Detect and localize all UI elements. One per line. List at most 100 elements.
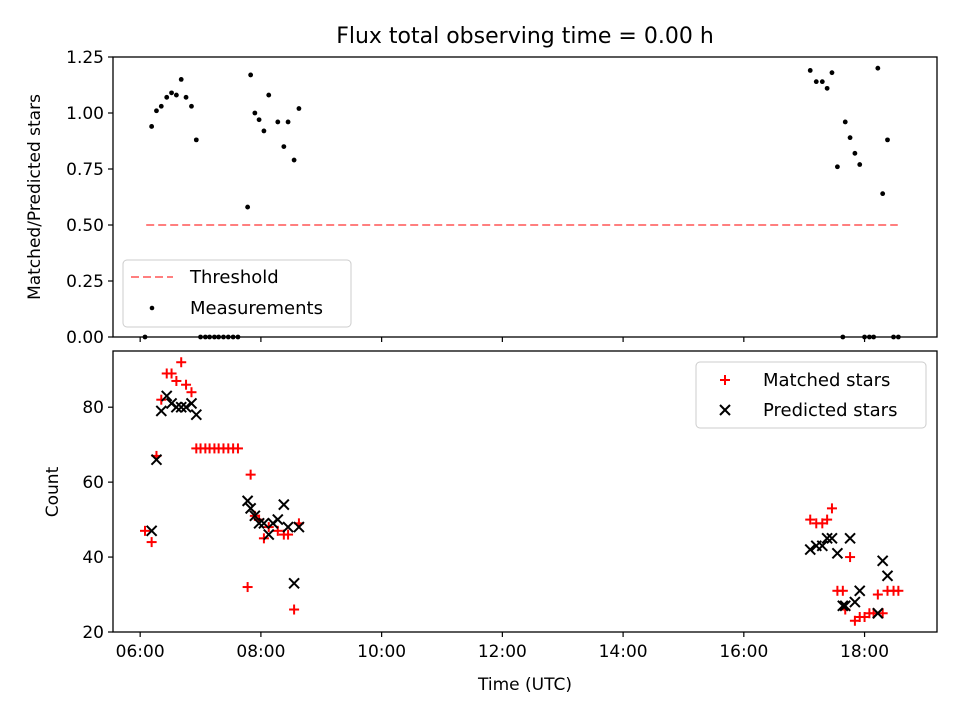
matched-star-point (181, 379, 192, 390)
matched-star-point (232, 443, 243, 454)
measurement-point (813, 79, 819, 85)
matched-star-point (893, 585, 904, 596)
matched-star-point (166, 368, 177, 379)
predicted-star-point (180, 401, 192, 413)
ratio-panel: Flux total observing time = 0.00 h Match… (25, 24, 938, 348)
measurement-point (829, 70, 835, 76)
bottom-x-tick-label: 06:00 (116, 642, 165, 662)
top-axes-frame (112, 56, 938, 338)
top-y-axis-label: Matched/Predicted stars (25, 94, 45, 300)
measurement-point (819, 79, 825, 85)
predicted-star-point (839, 600, 851, 612)
top-y-tick-label: 0.50 (66, 216, 104, 236)
predicted-star-point (258, 517, 270, 530)
predicted-star-point (244, 502, 257, 515)
measurement-point (252, 110, 258, 116)
matched-star-point (805, 514, 816, 525)
matched-star-point (139, 525, 150, 536)
matched-star-point (822, 514, 833, 525)
matched-star-point (146, 537, 157, 548)
measurement-point (296, 106, 302, 111)
legend-measurements-label: Measurements (190, 298, 323, 319)
bottom-y-tick-label: 40 (82, 548, 104, 568)
bottom-x-tick-label: 12:00 (478, 642, 527, 662)
bottom-x-tick-label: 18:00 (840, 642, 889, 662)
top-plot-area (142, 65, 901, 340)
predicted-star-point (872, 607, 884, 619)
measurement-point (248, 72, 254, 78)
predicted-star-point (804, 543, 816, 556)
predicted-star-point (150, 453, 163, 466)
measurement-point (183, 94, 189, 100)
predicted-star-point (826, 532, 838, 545)
bottom-y-tick-label: 80 (82, 398, 104, 418)
measurement-point (158, 103, 164, 109)
measurement-point (266, 92, 272, 98)
matched-star-point (845, 552, 856, 563)
measurement-point (875, 65, 881, 71)
bottom-y-axis-label: Count (43, 466, 63, 517)
measurement-point (275, 119, 281, 125)
bottom-x-tick-label: 14:00 (599, 642, 648, 662)
matched-star-point (289, 604, 300, 615)
bottom-axes-frame (112, 350, 938, 633)
top-y-tick-label: 1.00 (66, 104, 104, 124)
predicted-star-point (145, 525, 158, 537)
measurement-point (245, 204, 251, 210)
predicted-star-point (282, 521, 294, 533)
matched-star-point (283, 529, 294, 540)
predicted-star-point (278, 498, 290, 511)
predicted-star-point (155, 405, 168, 417)
matched-star-point (872, 589, 883, 600)
predicted-star-point (876, 555, 889, 567)
matched-star-point (877, 608, 888, 619)
predicted-star-point (185, 397, 198, 410)
measurement-point (149, 124, 155, 129)
matched-star-point (171, 375, 182, 386)
bottom-x-tick-label: 16:00 (719, 642, 768, 662)
measurement-point (173, 92, 179, 98)
top-y-tick-label: 0.00 (66, 328, 104, 348)
predicted-star-point (190, 408, 203, 421)
predicted-star-point (170, 401, 183, 413)
measurement-point (852, 150, 858, 156)
predicted-star-point (161, 390, 173, 402)
matched-star-point (186, 387, 197, 398)
measurement-point (842, 119, 848, 125)
measurement-point (281, 144, 287, 150)
matched-star-point (837, 585, 848, 596)
bottom-y-tick-label: 60 (82, 473, 104, 493)
bottom-legend: Matched stars Predicted stars (695, 361, 927, 429)
legend-threshold-label: Threshold (189, 267, 279, 288)
measurement-point (885, 137, 890, 143)
measurement-point (189, 103, 194, 109)
predicted-star-point (293, 521, 305, 533)
top-y-tick-label: 0.25 (66, 272, 104, 292)
legend-predicted-label: Predicted stars (763, 400, 897, 421)
predicted-star-point (881, 570, 894, 582)
measurement-point (847, 135, 853, 141)
predicted-star-point (831, 547, 844, 560)
x-axis-label: Time (UTC) (477, 675, 572, 695)
measurement-point (880, 191, 886, 197)
predicted-star-point (844, 532, 856, 545)
predicted-star-point (816, 540, 829, 552)
predicted-star-point (837, 600, 849, 612)
predicted-star-point (253, 517, 265, 530)
measurement-point (256, 117, 262, 123)
predicted-star-point (241, 495, 254, 507)
measurement-point (154, 108, 159, 114)
measurement-point (285, 119, 291, 125)
bottom-x-tick-label: 08:00 (236, 642, 285, 662)
predicted-star-point (272, 513, 284, 526)
matched-star-point (176, 357, 187, 368)
predicted-star-point (849, 596, 861, 608)
matched-star-point (245, 469, 256, 480)
measurement-point (807, 68, 813, 73)
measurement-point (261, 128, 267, 134)
top-axis-ticks: 0.00 0.25 0.50 0.75 1.00 1.25 (66, 48, 866, 348)
predicted-star-point (175, 401, 187, 413)
bottom-legend-box (695, 361, 927, 429)
